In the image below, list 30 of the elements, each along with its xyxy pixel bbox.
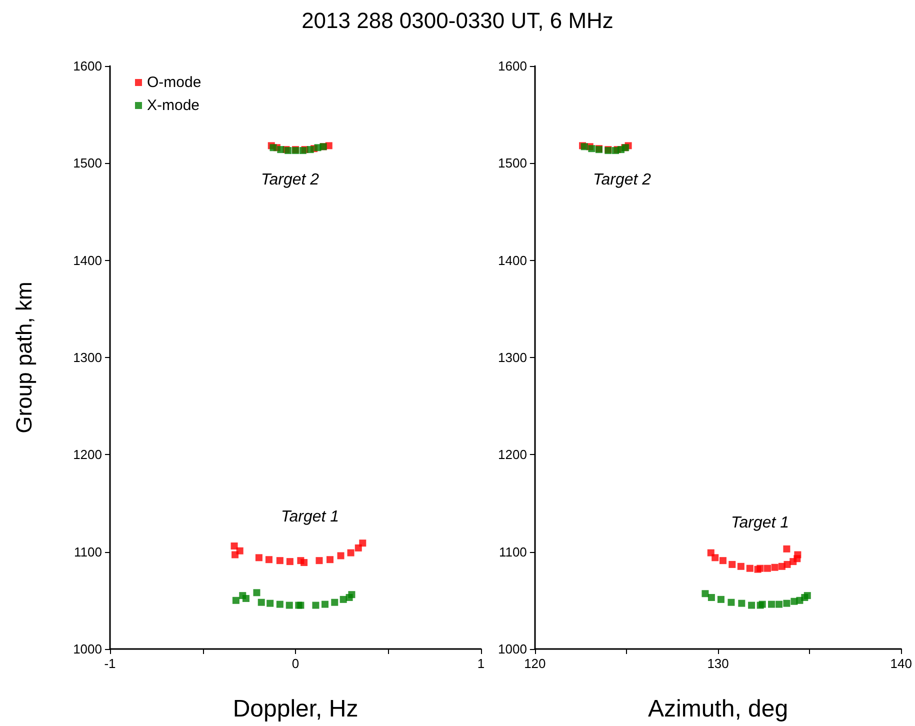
annotation: Target 2 (260, 172, 320, 188)
x-tick-label: 140 (890, 656, 912, 671)
y-tick-label: 1600 (73, 58, 102, 74)
y-axis-title: Group path, km (12, 282, 36, 434)
annotation: Target 1 (730, 514, 790, 532)
y-tick-label: 1600 (498, 58, 527, 74)
y-tick-label: 1300 (73, 350, 102, 365)
annotation: Target 1 (280, 508, 340, 526)
y-tick-label: 1000 (498, 642, 527, 656)
y-tick-label: 1300 (498, 350, 527, 365)
y-tick-label: 1400 (73, 252, 102, 268)
y-tick-label: 1100 (74, 544, 102, 560)
legend-label: O-mode (147, 74, 202, 91)
x-tick-label: 1 (477, 656, 485, 671)
x-axis-title: Doppler, Hz (232, 696, 358, 722)
x-tick-label: 120 (524, 656, 546, 671)
y-tick-label: 1200 (73, 447, 102, 462)
x-axis-title: Azimuth, deg (648, 696, 788, 722)
annotation: Target 2 (592, 172, 652, 188)
y-tick-label: 1500 (498, 156, 527, 171)
y-tick-label: 1200 (498, 447, 527, 462)
y-tick-label: 1100 (498, 544, 527, 560)
legend-label: X-mode (147, 97, 200, 114)
chart-title: 2013 288 0300-0330 UT, 6 MHz (300, 8, 614, 34)
y-tick-label: 1400 (498, 252, 527, 268)
x-tick-label: -1 (104, 656, 116, 671)
y-tick-label: 1500 (73, 156, 102, 171)
x-tick-label: 130 (707, 656, 729, 671)
x-tick-label: 0 (292, 656, 300, 671)
y-tick-label: 1000 (73, 642, 102, 656)
